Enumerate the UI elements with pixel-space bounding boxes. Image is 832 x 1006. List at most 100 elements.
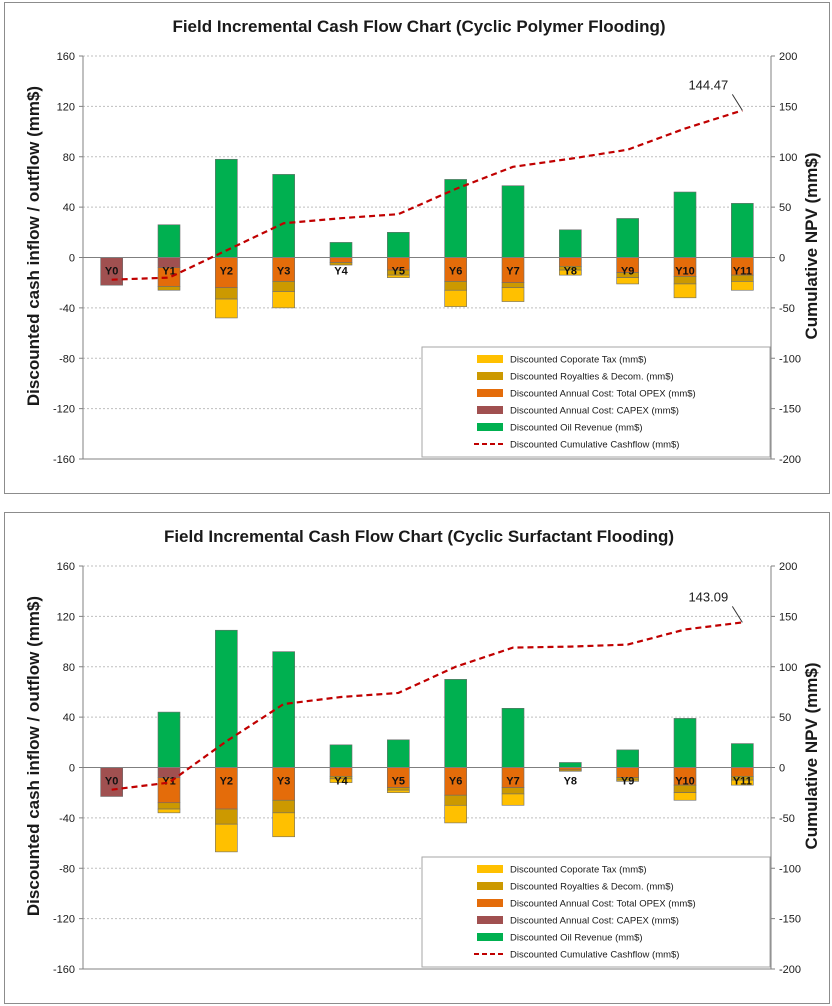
bar-tax <box>444 289 467 307</box>
y-tick-label: -80 <box>59 353 75 365</box>
legend-swatch-royalty <box>477 372 503 380</box>
legend-swatch-capex <box>477 916 503 924</box>
legend-label-revenue: Discounted Oil Revenue (mm$) <box>510 933 643 944</box>
bar-revenue <box>731 743 754 768</box>
legend-swatch-tax <box>477 865 503 873</box>
x-tick-label: Y10 <box>675 266 695 278</box>
bar-tax <box>731 779 754 786</box>
bar-revenue <box>559 229 582 258</box>
bar-tax <box>387 789 410 793</box>
bar-tax <box>673 792 697 801</box>
bar-royalty <box>501 787 525 795</box>
bar-royalty <box>444 794 467 806</box>
x-tick-label: Y3 <box>277 266 290 278</box>
bar-tax <box>215 823 238 853</box>
legend-label-capex: Discounted Annual Cost: CAPEX (mm$) <box>510 916 679 927</box>
legend-swatch-opex <box>477 899 503 907</box>
y-tick-label: 0 <box>69 253 75 265</box>
x-tick-label: Y5 <box>392 266 405 278</box>
legend-swatch-revenue <box>477 423 503 431</box>
bar-royalty <box>559 769 582 772</box>
bar-tax <box>501 793 525 806</box>
x-tick-label: Y1 <box>162 266 175 278</box>
cumulative-line <box>111 621 743 791</box>
y-tick-label: 80 <box>63 152 75 164</box>
bar-revenue <box>501 185 525 258</box>
bar-tax <box>616 779 639 782</box>
y2-tick-label: 100 <box>779 662 797 674</box>
y-tick-label: 160 <box>57 51 75 63</box>
x-tick-label: Y0 <box>105 266 118 278</box>
legend-swatch-royalty <box>477 882 503 890</box>
legend-swatch-capex <box>477 406 503 414</box>
bar-royalty <box>272 799 295 814</box>
y2-tick-label: 0 <box>779 763 785 775</box>
bar-tax <box>616 277 639 285</box>
x-tick-label: Y9 <box>621 776 634 788</box>
y2-tick-label: -150 <box>779 404 801 416</box>
legend-label-royalty: Discounted Royalties & Decom. (mm$) <box>510 372 674 383</box>
y-tick-label: 40 <box>63 202 75 214</box>
bar-tax <box>329 778 353 783</box>
bar-tax <box>559 269 582 276</box>
y-tick-label: 40 <box>63 712 75 724</box>
bar-tax <box>444 804 467 824</box>
bar-revenue <box>215 158 238 258</box>
legend-box <box>421 346 771 458</box>
bar-tax <box>215 298 238 319</box>
x-tick-label: Y6 <box>449 776 462 788</box>
bar-royalty <box>673 276 697 285</box>
bar-tax <box>157 808 181 814</box>
chart-svg-polymer: Field Incremental Cash Flow Chart (Cycli… <box>24 17 821 466</box>
x-tick-label: Y4 <box>334 776 348 788</box>
y2-tick-label: -150 <box>779 914 801 926</box>
cumulative-line <box>111 109 743 281</box>
y2-tick-label: 200 <box>779 51 797 63</box>
x-tick-label: Y1 <box>162 776 175 788</box>
bar-royalty <box>272 281 295 292</box>
bar-royalty <box>215 287 238 300</box>
legend-swatch-revenue <box>477 933 503 941</box>
y-tick-label: 120 <box>57 101 75 113</box>
y-tick-label: -120 <box>53 914 75 926</box>
bar-royalty <box>444 281 467 291</box>
y2-axis-title: Cumulative NPV (mm$) <box>802 662 821 849</box>
legend-swatch-opex <box>477 389 503 397</box>
bar-revenue <box>444 679 467 768</box>
y2-tick-label: -50 <box>779 813 795 825</box>
bar-revenue <box>673 191 697 258</box>
x-tick-label: Y7 <box>506 776 519 788</box>
bar-tax <box>387 274 410 278</box>
y2-tick-label: -100 <box>779 353 801 365</box>
y-tick-label: -80 <box>59 863 75 875</box>
legend-label-capex: Discounted Annual Cost: CAPEX (mm$) <box>510 406 679 417</box>
legend-label-opex: Discounted Annual Cost: Total OPEX (mm$) <box>510 389 696 400</box>
y-tick-label: 80 <box>63 662 75 674</box>
legend-label-royalty: Discounted Royalties & Decom. (mm$) <box>510 882 674 893</box>
bar-revenue <box>731 203 754 258</box>
npv-leader-line <box>731 606 743 623</box>
y-axis-title: Discounted cash inflow / outflow (mm$) <box>24 86 43 406</box>
npv-annotation: 143.09 <box>688 589 728 604</box>
x-tick-label: Y9 <box>621 266 634 278</box>
bar-revenue <box>559 762 582 768</box>
bar-opex <box>329 257 353 263</box>
x-tick-label: Y5 <box>392 776 405 788</box>
bar-royalty <box>329 262 353 266</box>
chart-panel-polymer: Field Incremental Cash Flow Chart (Cycli… <box>4 2 830 494</box>
y2-tick-label: 50 <box>779 712 791 724</box>
y2-tick-label: 50 <box>779 202 791 214</box>
x-tick-label: Y6 <box>449 266 462 278</box>
y2-tick-label: 0 <box>779 253 785 265</box>
chart-title: Field Incremental Cash Flow Chart (Cycli… <box>172 17 665 36</box>
legend-box <box>421 856 771 968</box>
bar-tax <box>501 287 525 302</box>
bar-revenue <box>272 651 295 768</box>
x-tick-label: Y2 <box>220 776 233 788</box>
y-tick-label: -40 <box>59 303 75 315</box>
x-tick-label: Y4 <box>334 266 348 278</box>
x-tick-label: Y10 <box>675 776 695 788</box>
bar-tax <box>731 281 754 291</box>
x-tick-label: Y2 <box>220 266 233 278</box>
bar-revenue <box>616 749 639 768</box>
